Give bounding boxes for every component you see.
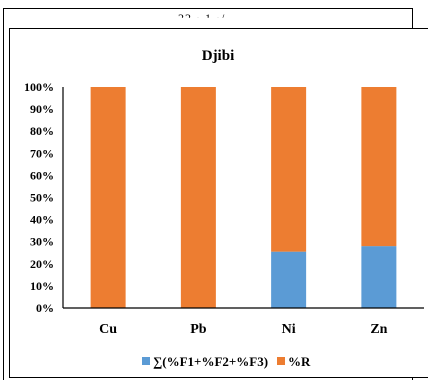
bar-zn-series-1 bbox=[361, 246, 397, 308]
legend-swatch bbox=[277, 357, 285, 365]
x-tick-label: Zn bbox=[370, 322, 387, 337]
x-tick-label: Ni bbox=[282, 322, 296, 337]
partially-hidden-text: 22 · 1 ·/ bbox=[178, 11, 226, 25]
bar-ni-series-1 bbox=[271, 251, 307, 308]
y-tick-label: 70% bbox=[30, 146, 54, 160]
legend-label: %R bbox=[288, 354, 311, 369]
y-tick-label: 80% bbox=[30, 124, 54, 138]
legend-swatch bbox=[142, 357, 150, 365]
y-tick-label: 40% bbox=[30, 213, 54, 227]
bar-zn-series-2 bbox=[361, 87, 397, 247]
x-tick-label: Cu bbox=[99, 322, 117, 337]
legend: ∑(%F1+%F2+%F3) %R bbox=[142, 354, 311, 369]
bar-ni-series-2 bbox=[271, 87, 307, 252]
y-tick-label: 10% bbox=[30, 279, 54, 293]
chart-area bbox=[9, 28, 428, 378]
y-tick-label: 30% bbox=[30, 235, 54, 249]
y-tick-label: 20% bbox=[30, 257, 54, 271]
bar-cu-series-2 bbox=[90, 87, 126, 308]
y-tick-label: 60% bbox=[30, 168, 54, 182]
bars bbox=[90, 87, 397, 308]
y-axis-ticks: 0% 10% 20% 30% 40% 50% 60% 70% 80% 90% 100% bbox=[24, 80, 54, 315]
y-tick-label: 90% bbox=[30, 102, 54, 116]
x-tick-label: Pb bbox=[190, 322, 207, 337]
bar-pb-series-2 bbox=[180, 87, 216, 308]
y-tick-label: 0% bbox=[36, 301, 54, 315]
y-tick-label: 100% bbox=[24, 80, 54, 94]
legend-label: ∑(%F1+%F2+%F3) bbox=[153, 354, 268, 369]
chart-title: Djibi bbox=[202, 48, 235, 64]
x-axis-labels: Cu Pb Ni Zn bbox=[99, 322, 387, 337]
y-tick-label: 50% bbox=[30, 191, 54, 205]
